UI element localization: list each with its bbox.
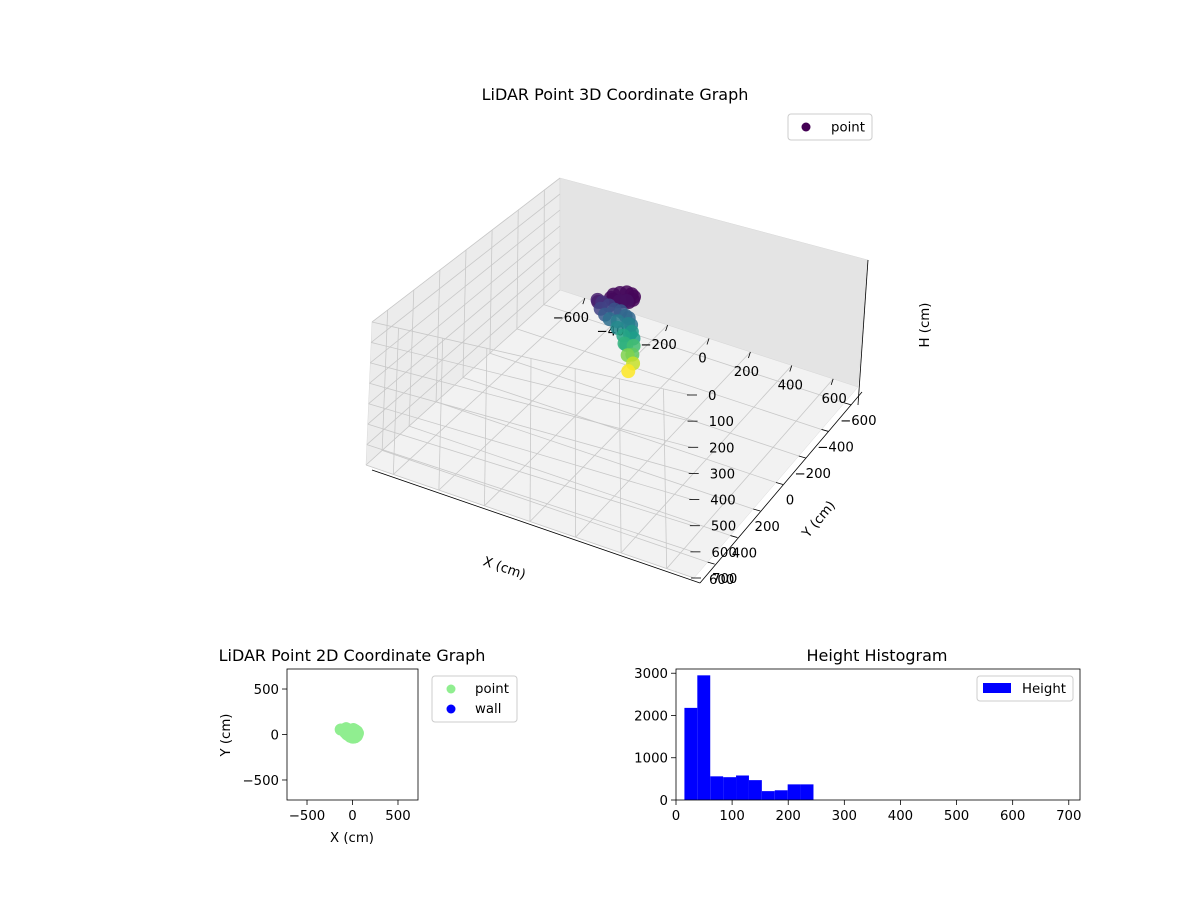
chart-2d-legend: point wall: [432, 676, 517, 722]
chart-histogram-bar: [697, 675, 710, 800]
chart-3d-x-tick-label: 600: [821, 392, 846, 407]
chart-histogram-bar: [801, 784, 814, 800]
chart-histogram-y-tick-label: 2000: [634, 709, 668, 724]
chart-3d-legend-label: point: [831, 121, 865, 136]
chart-2d-y-label: Y (cm): [219, 714, 234, 758]
chart-3d-x-tick-label: −200: [640, 338, 677, 353]
chart-histogram-bar: [775, 790, 788, 800]
chart-histogram-bar: [684, 708, 697, 800]
chart-3d-y-tick-label: −400: [817, 440, 854, 455]
chart-histogram-y-tick-label: 1000: [634, 752, 668, 767]
chart-3d-y-tick-label: 200: [755, 520, 780, 535]
chart-3d-x-tick-label: 0: [698, 352, 706, 367]
chart-histogram-x-tick-label: 500: [944, 809, 969, 824]
chart-3d-z-tick-label: 0: [708, 389, 716, 404]
chart-2d-x-label: X (cm): [330, 831, 374, 846]
chart-3d-x-tick-label: 400: [778, 378, 803, 393]
chart-histogram-x-tick-label: 700: [1056, 809, 1081, 824]
chart-3d-z-tick-label: 200: [709, 441, 734, 456]
chart-histogram-y-tick-label: 3000: [634, 667, 668, 682]
chart-3d-x-tick-label: −600: [553, 311, 590, 326]
chart-2d-title: LiDAR Point 2D Coordinate Graph: [219, 646, 486, 665]
chart-histogram-legend: Height: [977, 676, 1073, 701]
chart-histogram-legend-label: Height: [1022, 682, 1066, 697]
chart-2d-legend-label-wall: wall: [475, 702, 501, 717]
chart-3d-z-tick-label: 600: [711, 546, 736, 561]
chart-2d-point-point: [350, 728, 362, 740]
chart-histogram-x-tick-label: 200: [776, 809, 801, 824]
chart-histogram-x-tick-label: 100: [719, 809, 744, 824]
chart-2d-y-tick-label: −500: [242, 774, 279, 789]
chart-3d-legend-marker: [802, 123, 811, 132]
chart-histogram-title: Height Histogram: [807, 646, 948, 665]
chart-histogram-bar: [749, 780, 762, 800]
chart-histogram-bar: [723, 777, 736, 800]
chart-3d-point: [621, 364, 635, 378]
chart-2d-y-tick-label: 0: [271, 729, 279, 744]
chart-3d-z-tick-label: 100: [709, 415, 734, 430]
chart-2d-x-tick-label: −500: [289, 809, 326, 824]
chart-3d-z-label: H (cm): [918, 303, 933, 348]
chart-3d-y-tick-label: 0: [786, 494, 794, 509]
chart-2d-legend-marker-wall: [447, 705, 456, 714]
chart-histogram-x-tick-label: 0: [672, 809, 680, 824]
chart-histogram-bar: [788, 784, 801, 800]
chart-histogram-x-tick-label: 400: [888, 809, 913, 824]
chart-3d-z-tick-label: 500: [711, 520, 736, 535]
chart-histogram-bar: [762, 791, 775, 800]
chart-histogram-x-tick-label: 600: [1000, 809, 1025, 824]
chart-2d-legend-label-point: point: [475, 682, 509, 697]
chart-histogram-bar: [736, 775, 749, 800]
chart-3d-title: LiDAR Point 3D Coordinate Graph: [482, 85, 749, 104]
chart-3d-z-tick-label: 400: [710, 494, 735, 509]
chart-histogram-x-tick-label: 300: [832, 809, 857, 824]
chart-histogram-bar: [710, 776, 723, 800]
chart-histogram-legend-swatch: [983, 683, 1011, 693]
chart-2d-legend-marker-point: [447, 685, 456, 694]
chart-2d-point-point: [335, 723, 347, 735]
chart-3d-z-tick-label: 300: [710, 467, 735, 482]
chart-2d-y-tick-label: 500: [254, 683, 279, 698]
chart-3d-x-tick-label: 200: [734, 365, 759, 380]
chart-2d-x-tick-label: 0: [348, 809, 356, 824]
chart-histogram-y-tick-label: 0: [660, 794, 668, 809]
chart-3d-y-tick-label: −600: [840, 414, 877, 429]
chart-3d-legend: point: [788, 114, 872, 140]
chart-3d-y-tick-label: −200: [795, 467, 832, 482]
chart-3d-z-tick-label: 700: [712, 572, 737, 587]
chart-2d-x-tick-label: 500: [385, 809, 410, 824]
